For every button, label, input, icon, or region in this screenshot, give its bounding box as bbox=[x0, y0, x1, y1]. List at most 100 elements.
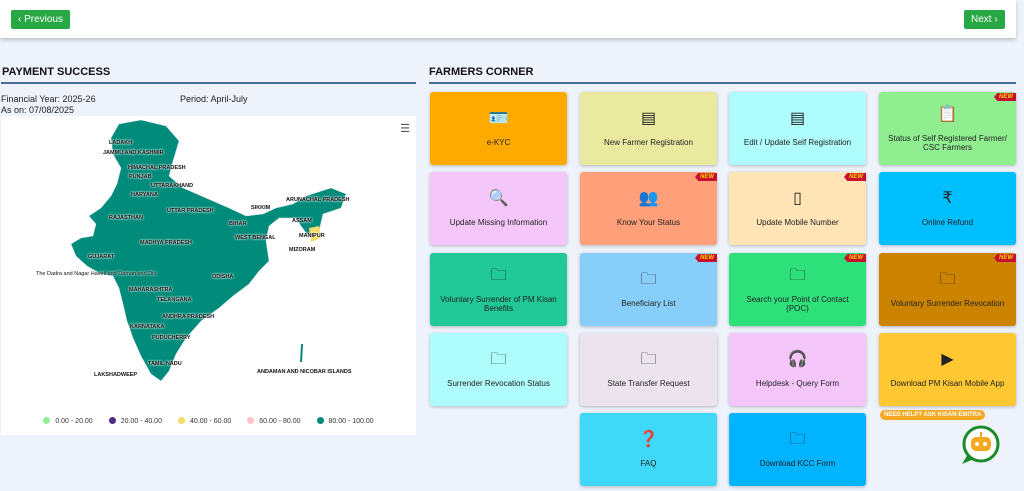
tile-label: Helpdesk - Query Form bbox=[755, 379, 840, 388]
rupee-refund-icon: ₹ bbox=[942, 190, 953, 207]
label-dnhdd: The Dadra and Nagar Haveli and Daman and… bbox=[36, 271, 157, 277]
tile-online-refund[interactable]: ₹ Online Refund bbox=[879, 172, 1016, 245]
label-karnataka: KARNATAKA bbox=[130, 324, 165, 330]
label-haryana: HARYANA bbox=[131, 192, 158, 198]
label-arunachal: ARUNACHAL PRADESH bbox=[286, 197, 350, 203]
legend-item[interactable]: 40.00 - 60.00 bbox=[177, 417, 231, 425]
map-legend: 0.00 - 20.00 20.00 - 40.00 40.00 - 60.00… bbox=[1, 417, 416, 425]
previous-label: Previous bbox=[24, 14, 64, 25]
folder-user-icon: 🗀 bbox=[939, 271, 956, 288]
label-punjab: PUNJAB bbox=[129, 174, 152, 180]
tile-new-farmer-registration[interactable]: ▤ New Farmer Registration bbox=[580, 92, 717, 165]
tile-update-missing-information[interactable]: 🔍 Update Missing Information bbox=[430, 172, 567, 245]
folder-download-icon: 🗀 bbox=[490, 266, 507, 284]
legend-dot bbox=[108, 417, 116, 424]
tile-voluntary-surrender-revocation[interactable]: 🗀 Voluntary Surrender Revocation NEW bbox=[879, 253, 1016, 326]
label-wb: WEST BENGAL bbox=[235, 235, 276, 241]
tile-faq[interactable]: ❓ FAQ bbox=[580, 413, 717, 486]
play-store-icon: ▶ bbox=[941, 351, 954, 368]
india-map-chart: ☰ LADAKH JAMMU AND KASHMIR HIMACHAL PRAD… bbox=[1, 116, 416, 435]
new-badge: NEW bbox=[844, 254, 866, 262]
legend-dot bbox=[43, 417, 51, 424]
tile-download-kcc-form[interactable]: 🗀 Download KCC Form bbox=[729, 413, 866, 486]
pagination-bar: ‹ Previous Next › bbox=[0, 0, 1016, 38]
new-badge: NEW bbox=[695, 173, 717, 181]
tile-state-transfer-request[interactable]: 🗀 State Transfer Request bbox=[580, 333, 717, 406]
hamburger-icon[interactable]: ☰ bbox=[400, 123, 410, 135]
label-rajasthan: RAJASTHAN bbox=[109, 215, 143, 221]
tile-label: New Farmer Registration bbox=[604, 138, 693, 147]
tile-label: Status of Self Registered Farmer/ CSC Fa… bbox=[888, 133, 1007, 152]
tile-download-pm-kisan-mobile-app[interactable]: ▶ Download PM Kisan Mobile App bbox=[879, 333, 1016, 406]
tile-label: Download KCC Form bbox=[759, 459, 836, 468]
next-button[interactable]: Next › bbox=[964, 10, 1005, 29]
previous-button[interactable]: ‹ Previous bbox=[11, 10, 71, 29]
tile-status-of-self-registered-farmer-csc-farmers[interactable]: 📋 Status of Self Registered Farmer/ CSC F… bbox=[879, 92, 1016, 165]
label-gujarat: GUJARAT bbox=[88, 254, 115, 260]
as-on-date: As on: 07/08/2025 bbox=[1, 105, 75, 115]
legend-item[interactable]: 60.00 - 80.00 bbox=[247, 417, 301, 425]
chatbot-help-label[interactable]: NEED HELP? ASK KISAN-EMITRA bbox=[880, 410, 986, 420]
period: Period: April-July bbox=[180, 94, 248, 104]
tile-label: Update Missing Information bbox=[449, 218, 548, 227]
label-uttarakhand: UTTARAKHAND bbox=[151, 183, 194, 189]
tile-surrender-revocation-status[interactable]: 🗀 Surrender Revocation Status bbox=[430, 333, 567, 406]
legend-label: 60.00 - 80.00 bbox=[259, 418, 301, 425]
tile-label: Voluntary Surrender Revocation bbox=[890, 299, 1005, 308]
tile-edit-update-self-registration[interactable]: ▤ Edit / Update Self Registration bbox=[729, 92, 866, 165]
users-icon: 👥 bbox=[638, 190, 659, 207]
new-badge: NEW bbox=[844, 173, 866, 181]
tile-search-your-point-of-contact-poc[interactable]: 🗀 Search your Point of Contact (POC) NEW bbox=[729, 253, 866, 326]
legend-item[interactable]: 80.00 - 100.00 bbox=[316, 417, 374, 425]
tile-label: e-KYC bbox=[486, 138, 511, 147]
divider bbox=[429, 82, 1016, 84]
new-badge: NEW bbox=[695, 254, 717, 262]
tile-label: Edit / Update Self Registration bbox=[743, 138, 852, 147]
tile-label: Search your Point of Contact (POC) bbox=[746, 294, 849, 313]
label-ladakh: LADAKH bbox=[109, 140, 133, 146]
chatbot-icon[interactable] bbox=[958, 424, 1000, 466]
map-manipur bbox=[309, 226, 321, 242]
label-lakshadweep: LAKSHADWEEP bbox=[94, 372, 138, 378]
tile-label: State Transfer Request bbox=[607, 379, 690, 388]
faq-icon: ❓ bbox=[638, 431, 659, 448]
label-puducherry: PUDUCHERRY bbox=[152, 335, 191, 341]
tile-label: Download PM Kisan Mobile App bbox=[890, 379, 1005, 388]
label-tn: TAMIL NADU bbox=[148, 361, 182, 367]
cash-register-icon: ▤ bbox=[640, 110, 657, 127]
label-bihar: BIHAR bbox=[229, 221, 247, 227]
india-map bbox=[70, 119, 347, 382]
tile-label: Update Mobile Number bbox=[756, 218, 839, 227]
payment-success-title: PAYMENT SUCCESS bbox=[2, 66, 111, 78]
label-andaman: ANDAMAN AND NICOBAR ISLANDS bbox=[257, 369, 352, 375]
legend-label: 20.00 - 40.00 bbox=[120, 418, 162, 425]
tile-label: Beneficiary List bbox=[621, 299, 676, 308]
legend-item[interactable]: 20.00 - 40.00 bbox=[108, 417, 162, 425]
legend-item[interactable]: 0.00 - 20.00 bbox=[43, 417, 93, 425]
label-telangana: TELANGANA bbox=[157, 297, 192, 303]
label-assam: ASSAM bbox=[292, 218, 312, 224]
folder-user-icon: 🗀 bbox=[490, 351, 507, 368]
tile-voluntary-surrender-of-pm-kisan-benefits[interactable]: 🗀 Voluntary Surrender of PM Kisan Benefit… bbox=[430, 253, 567, 326]
label-mizoram: MIZORAM bbox=[289, 247, 316, 253]
tile-update-mobile-number[interactable]: ▯ Update Mobile Number NEW bbox=[729, 172, 866, 245]
new-badge: NEW bbox=[994, 254, 1016, 262]
next-label: Next bbox=[971, 14, 992, 25]
legend-label: 0.00 - 20.00 bbox=[55, 418, 93, 425]
id-card-icon: 🪪 bbox=[488, 110, 509, 127]
legend-dot bbox=[177, 417, 185, 424]
tile-beneficiary-list[interactable]: 🗀 Beneficiary List NEW bbox=[580, 253, 717, 326]
mobile-icon: ▯ bbox=[793, 190, 802, 207]
tile-e-kyc[interactable]: 🪪 e-KYC bbox=[430, 92, 567, 165]
label-hp: HIMACHAL PRADESH bbox=[128, 165, 186, 171]
tile-helpdesk-query-form[interactable]: 🎧 Helpdesk - Query Form bbox=[729, 333, 866, 406]
folder-user-icon: 🗀 bbox=[640, 271, 657, 288]
folder-download-icon: 🗀 bbox=[789, 431, 806, 448]
label-up: UTTAR PRADESH bbox=[167, 208, 214, 214]
folder-user-icon: 🗀 bbox=[640, 351, 657, 368]
user-search-icon: 🔍 bbox=[488, 190, 509, 207]
financial-year: Financial Year: 2025-26 bbox=[1, 94, 96, 104]
legend-dot bbox=[316, 417, 324, 424]
tile-know-your-status[interactable]: 👥 Know Your Status NEW bbox=[580, 172, 717, 245]
label-odisha: ODISHA bbox=[212, 274, 234, 280]
